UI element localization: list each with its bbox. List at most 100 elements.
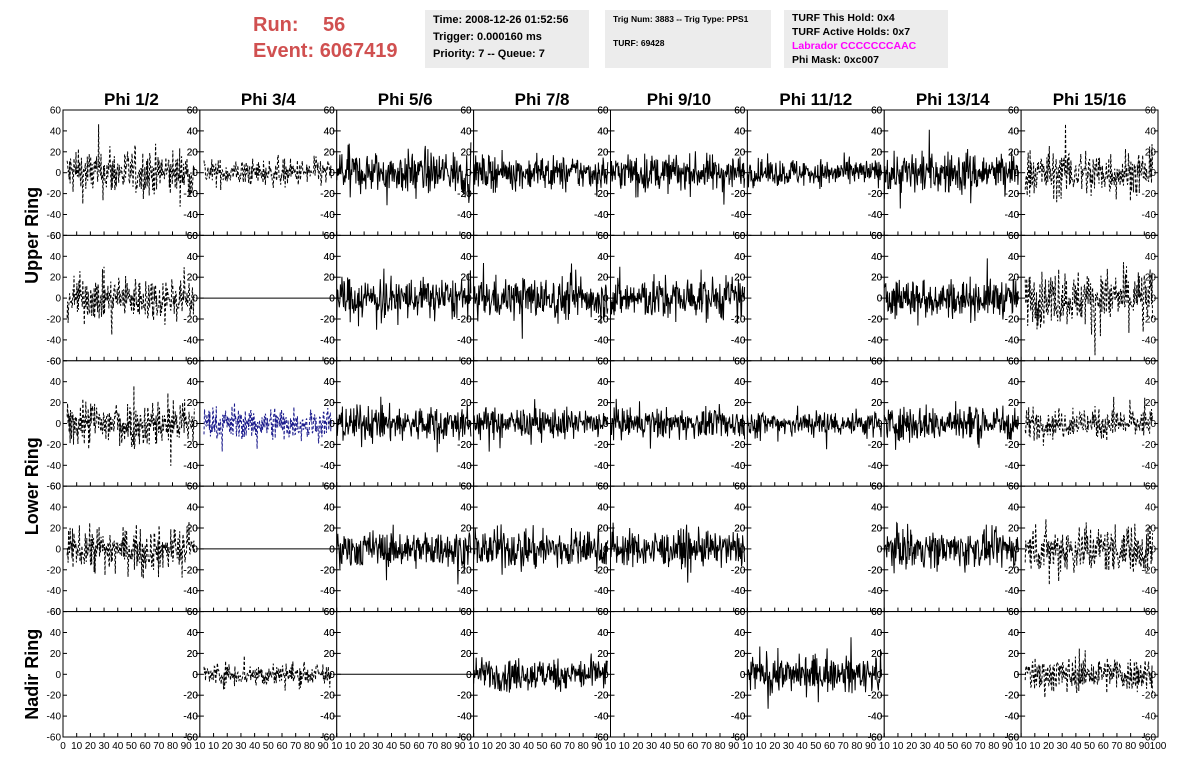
y-tick-label: 20: [597, 147, 609, 158]
y-tick-label: 40: [461, 628, 473, 639]
y-tick-label: 40: [324, 126, 336, 137]
y-tick-label-right: -20: [1005, 315, 1020, 326]
ring-label: Lower Ring: [22, 437, 42, 535]
waveform-trace: [203, 655, 332, 691]
waveform-trace: [1024, 396, 1153, 446]
y-tick-label-right: 40: [871, 252, 883, 263]
y-tick-label-right: 0: [1014, 419, 1020, 430]
y-tick-label-right: -40: [1005, 586, 1020, 597]
y-tick-label-right: 20: [597, 398, 609, 409]
waveform-panel: [336, 109, 475, 236]
y-tick-label: -40: [457, 461, 472, 472]
y-tick-label-right: 40: [734, 377, 746, 388]
y-tick-label: 40: [734, 628, 746, 639]
y-tick-label: 20: [324, 649, 336, 660]
x-tick-label: 10: [482, 741, 494, 752]
waveform-panel: [62, 234, 201, 362]
y-tick-label-right: -60: [594, 733, 609, 744]
y-tick-label: -40: [594, 210, 609, 221]
y-tick-label: 40: [50, 252, 62, 263]
y-tick-label-right: -20: [183, 189, 198, 200]
y-tick-label-right: 20: [461, 273, 473, 284]
y-tick-label: -40: [320, 210, 335, 221]
y-tick-label: -40: [183, 335, 198, 346]
y-tick-label-right: -20: [1005, 189, 1020, 200]
y-tick-label: 60: [1008, 356, 1020, 367]
y-tick-label-right: 60: [1008, 482, 1020, 493]
x-tick-label: 70: [838, 741, 850, 752]
x-tick-label: 60: [413, 741, 425, 752]
panel-frame: [62, 109, 201, 236]
y-tick-label: 20: [597, 649, 609, 660]
y-tick-label: 0: [877, 419, 883, 430]
y-tick-label: 40: [187, 628, 199, 639]
y-tick-label: 40: [187, 377, 199, 388]
column-title: Phi 1/2: [104, 90, 159, 109]
y-tick-label: -20: [183, 189, 198, 200]
y-tick-label-right: -40: [731, 712, 746, 723]
x-tick-label: 90: [728, 741, 740, 752]
waveform-trace: [883, 258, 1019, 326]
y-tick-label: 60: [187, 106, 199, 117]
y-tick-label: -40: [183, 712, 198, 723]
turf-text: TURF: 69428: [613, 38, 665, 48]
y-tick-label: 60: [734, 106, 746, 117]
y-tick-label: 0: [877, 670, 883, 681]
y-tick-label: 60: [187, 482, 199, 493]
waveform-panel: [336, 234, 475, 362]
y-tick-label: 0: [877, 294, 883, 305]
y-tick-label: -40: [1005, 335, 1020, 346]
y-tick-label-right: 0: [603, 294, 609, 305]
y-tick-label: -60: [1005, 733, 1020, 744]
y-tick-label: 60: [734, 607, 746, 618]
y-tick-label: -20: [320, 189, 335, 200]
y-tick-label-right: -60: [183, 733, 198, 744]
y-tick-label-right: 40: [324, 377, 336, 388]
y-tick-label-right: 60: [597, 607, 609, 618]
y-tick-label: -40: [320, 461, 335, 472]
waveform-panel: [746, 109, 885, 236]
x-tick-label: 80: [714, 741, 726, 752]
y-tick-label-right: 20: [461, 398, 473, 409]
y-tick-label: 0: [1014, 294, 1020, 305]
y-tick-label-right: 0: [1150, 419, 1156, 430]
y-tick-label: -20: [594, 189, 609, 200]
y-tick-label-right: 60: [461, 356, 473, 367]
y-tick-label: 60: [324, 231, 336, 242]
y-tick-label: 60: [324, 482, 336, 493]
y-tick-label: -40: [320, 712, 335, 723]
y-tick-label: 40: [187, 503, 199, 514]
y-tick-label-right: 60: [1008, 231, 1020, 242]
waveform-panel: [1020, 485, 1159, 613]
y-tick-label-right: -20: [320, 565, 335, 576]
y-tick-label-right: 40: [324, 503, 336, 514]
y-tick-label: 40: [187, 252, 199, 263]
y-tick-label-right: 0: [329, 419, 335, 430]
panel-frame: [883, 611, 1022, 738]
x-tick-label: 90: [318, 741, 330, 752]
y-tick-label-right: 0: [192, 670, 198, 681]
x-tick-label: 60: [961, 741, 973, 752]
y-tick-label-right: -60: [1142, 733, 1157, 744]
waveform-panel: [610, 360, 748, 487]
run-value: 56: [323, 14, 346, 36]
event-label: Event:: [253, 40, 315, 62]
y-tick-label-right: 40: [1008, 377, 1020, 388]
y-tick-label: 60: [597, 106, 609, 117]
y-tick-label: 60: [1008, 106, 1020, 117]
waveform-trace: [66, 521, 195, 579]
y-tick-label: -60: [594, 733, 609, 744]
y-tick-label-right: -40: [868, 712, 883, 723]
y-tick-label-right: 40: [597, 628, 609, 639]
y-tick-label: -20: [594, 315, 609, 326]
x-tick-label: 30: [99, 741, 111, 752]
trig-num-text: Trig Num: 3883 -- Trig Type: PPS1: [613, 14, 749, 24]
y-tick-label: -40: [183, 586, 198, 597]
column-title: Phi 9/10: [647, 90, 711, 109]
y-tick-label: -20: [47, 189, 62, 200]
y-tick-label: 20: [187, 398, 199, 409]
y-tick-label-right: 40: [871, 503, 883, 514]
y-tick-label-right: 40: [187, 377, 199, 388]
waveform-panel: [336, 360, 475, 487]
y-tick-label-right: 0: [603, 419, 609, 430]
